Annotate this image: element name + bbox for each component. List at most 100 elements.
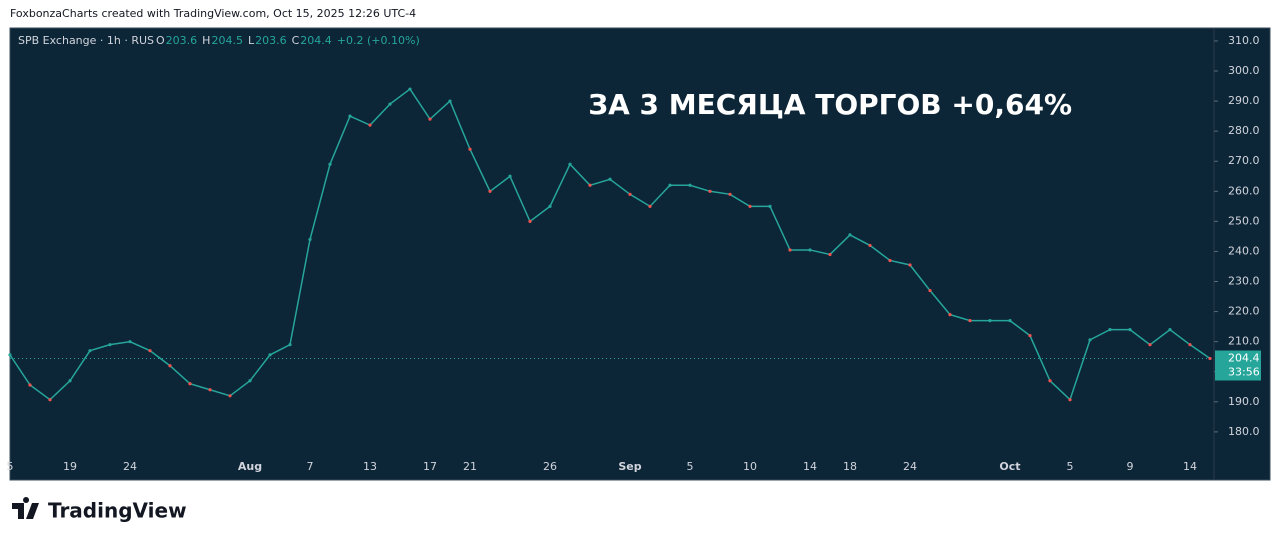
ohlc-label: O <box>156 34 165 47</box>
x-tick-label: 24 <box>123 460 137 473</box>
price-point <box>608 177 612 181</box>
price-point <box>1028 334 1032 338</box>
price-point <box>868 243 872 248</box>
price-point <box>168 364 172 368</box>
ohlc-legend: O 203.6 H 204.5 L 203.6 C 204.4 +0.2 (+0.10%) <box>156 34 420 47</box>
x-tick-label: 14 <box>1183 460 1197 473</box>
price-point <box>1088 338 1092 342</box>
price-point <box>888 258 892 263</box>
x-tick-label: 7 <box>307 460 314 473</box>
price-point <box>228 394 232 398</box>
price-point <box>668 183 672 187</box>
price-point <box>368 123 372 127</box>
price-point <box>148 349 152 353</box>
price-point <box>348 114 352 118</box>
y-tick-label: 300.0 <box>1228 64 1260 77</box>
y-tick-label: 220.0 <box>1228 305 1260 318</box>
price-point <box>548 204 552 208</box>
price-point <box>928 288 932 293</box>
price-point <box>688 183 692 187</box>
x-tick-label: 5 <box>1067 460 1074 473</box>
ohlc-label: L <box>248 34 255 47</box>
countdown: 33:56 <box>1228 366 1260 379</box>
x-tick-label: 19 <box>63 460 77 473</box>
x-tick-label: 10 <box>743 460 757 473</box>
last-price-label: 204.4 <box>1228 352 1260 365</box>
ohlc-value: 204.4 <box>300 34 332 47</box>
price-point <box>128 340 132 344</box>
x-tick-label: 5 <box>7 460 14 473</box>
y-tick-label: 230.0 <box>1228 275 1260 288</box>
price-point <box>768 204 772 208</box>
price-point <box>1168 328 1172 332</box>
price-point <box>628 192 632 196</box>
price-point <box>468 147 472 151</box>
price-point <box>1148 343 1152 347</box>
price-point <box>748 204 752 208</box>
x-tick-label: 24 <box>903 460 917 473</box>
ohlc-label: C <box>292 34 300 47</box>
price-point <box>508 174 512 178</box>
x-tick-label: 17 <box>423 460 437 473</box>
price-point <box>1048 379 1052 383</box>
symbol: SPB Exchange · 1h · RUS <box>18 34 154 47</box>
price-point <box>1108 328 1112 332</box>
ohlc-value: 203.6 <box>255 34 287 47</box>
price-point <box>48 398 52 402</box>
last-price-badge <box>1215 350 1261 381</box>
ohlc-value: 204.5 <box>211 34 243 47</box>
x-tick-label: 21 <box>463 460 477 473</box>
chart-panel <box>9 27 1271 481</box>
price-point <box>948 312 952 317</box>
price-point <box>328 162 332 166</box>
price-point <box>848 233 852 237</box>
price-point <box>248 379 252 383</box>
x-tick-label: Sep <box>618 460 641 473</box>
price-point <box>388 102 392 106</box>
x-tick-label: 18 <box>843 460 857 473</box>
annotation: ЗА 3 МЕСЯЦА ТОРГОВ +0,64% <box>588 88 1072 121</box>
price-point <box>1008 319 1012 323</box>
price-point <box>588 183 592 187</box>
price-point <box>308 237 312 242</box>
price-point <box>208 388 212 392</box>
price-point <box>1208 356 1212 361</box>
price-point <box>968 319 972 323</box>
price-point <box>1188 343 1192 347</box>
x-tick-label: 5 <box>687 460 694 473</box>
y-tick-label: 260.0 <box>1228 184 1260 197</box>
price-point <box>788 248 792 252</box>
price-point <box>188 382 192 386</box>
price-point <box>488 189 492 193</box>
logo <box>12 497 39 519</box>
price-point <box>708 189 712 193</box>
price-point <box>108 343 112 347</box>
x-tick-label: Aug <box>238 460 262 473</box>
x-tick-label: Oct <box>999 460 1020 473</box>
ohlc-label: H <box>202 34 210 47</box>
y-tick-label: 280.0 <box>1228 124 1260 137</box>
y-tick-label: 290.0 <box>1228 94 1260 107</box>
price-point <box>1068 398 1072 402</box>
price-point <box>428 117 432 121</box>
price-point <box>28 383 32 387</box>
price-point <box>728 192 732 196</box>
x-tick-label: 9 <box>1127 460 1134 473</box>
price-point <box>528 219 532 223</box>
price-point <box>448 99 452 103</box>
x-tick-label: 14 <box>803 460 817 473</box>
logo-icon <box>12 497 39 519</box>
ohlc-value: 203.6 <box>166 34 198 47</box>
change: +0.2 (+0.10%) <box>337 34 420 47</box>
y-tick-label: 270.0 <box>1228 154 1260 167</box>
price-point <box>648 204 652 208</box>
price-point <box>828 252 832 257</box>
x-tick-label: 26 <box>543 460 557 473</box>
price-point <box>288 343 292 347</box>
header: FoxbonzaCharts created with TradingView.… <box>10 7 416 20</box>
y-tick-label: 190.0 <box>1228 395 1260 408</box>
price-point <box>408 87 412 91</box>
price-point <box>1128 328 1132 332</box>
price-point <box>268 353 272 357</box>
